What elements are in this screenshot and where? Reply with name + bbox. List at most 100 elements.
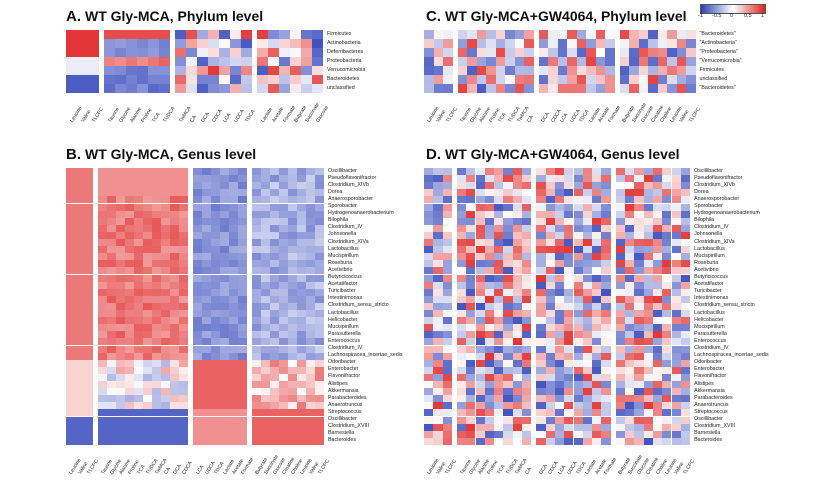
heatmap-cell xyxy=(306,239,315,247)
heatmap-cell xyxy=(159,57,170,66)
heatmap-cell xyxy=(270,388,279,396)
heatmap-cell xyxy=(98,217,107,225)
heatmap-cell xyxy=(125,416,134,424)
row-label: Clostridium_XIVa xyxy=(694,238,735,245)
heatmap-cell xyxy=(288,295,297,303)
heatmap-cell xyxy=(202,239,211,247)
heatmap-cell xyxy=(270,302,279,310)
heatmap-cell xyxy=(98,274,107,282)
heatmap-cell xyxy=(652,175,663,183)
heatmap-cell xyxy=(536,302,546,310)
heatmap-cell xyxy=(107,168,116,176)
heatmap-cell xyxy=(202,345,211,353)
panel-a-title-text: WT Gly-MCA, Phylum level xyxy=(85,8,264,24)
heatmap-cell xyxy=(557,57,567,66)
heatmap-cell xyxy=(522,310,532,318)
heatmap-cell xyxy=(125,345,134,353)
heatmap-cell xyxy=(592,175,602,183)
heatmap-cell xyxy=(152,416,161,424)
heatmap-cell xyxy=(601,423,611,431)
heatmap-cell xyxy=(125,217,134,225)
heatmap-cell xyxy=(595,84,605,93)
heatmap-cell xyxy=(467,84,477,93)
heatmap-cell xyxy=(592,239,602,247)
heatmap-cell xyxy=(261,239,270,247)
heatmap-cell xyxy=(116,231,125,239)
heatmap-cell xyxy=(467,57,477,66)
heatmap-cell xyxy=(75,231,84,239)
heatmap-cell xyxy=(98,381,107,389)
heatmap-cell xyxy=(229,260,238,268)
heatmap-cell xyxy=(238,437,247,445)
heatmap-cell xyxy=(116,345,125,353)
heatmap-cell xyxy=(297,331,306,339)
heatmap-cell xyxy=(564,217,574,225)
heatmap-cell xyxy=(261,189,270,197)
heatmap-cell xyxy=(107,231,116,239)
heatmap-cell xyxy=(315,352,324,360)
heatmap-cell xyxy=(625,317,635,325)
heatmap-cell xyxy=(433,359,443,367)
heatmap-cell xyxy=(486,84,496,93)
heatmap-cell xyxy=(306,253,315,261)
heatmap-cell xyxy=(643,366,653,374)
heatmap-cell xyxy=(615,295,625,303)
heatmap-cell xyxy=(170,324,179,332)
heatmap-cell xyxy=(261,310,270,318)
heatmap-cell xyxy=(573,317,583,325)
row-label: Anaerotruncus xyxy=(694,401,729,408)
heatmap-cell xyxy=(220,381,229,389)
heatmap-cell xyxy=(638,39,648,48)
heatmap-cell xyxy=(442,416,452,424)
heatmap-cell xyxy=(238,246,247,254)
heatmap-cell xyxy=(634,175,644,183)
heatmap-cell xyxy=(536,231,546,239)
heatmap-cell xyxy=(152,168,161,176)
heatmap-cell xyxy=(592,168,602,176)
heatmap-cell xyxy=(648,75,658,84)
heatmap-cell xyxy=(662,402,672,410)
heatmap-cell xyxy=(238,381,247,389)
panel-c-title: C. WT Gly-MCA+GW4064, Phylum level xyxy=(426,8,687,25)
heatmap-cell xyxy=(261,402,270,410)
heatmap-cell xyxy=(75,217,84,225)
heatmap-cell xyxy=(134,281,143,289)
heatmap-cell xyxy=(433,331,443,339)
heatmap-cell xyxy=(279,288,288,296)
row-label: Roseburia xyxy=(328,259,353,266)
heatmap-cell xyxy=(466,345,476,353)
heatmap-cell xyxy=(615,267,625,275)
heatmap-cell xyxy=(193,196,202,204)
heatmap-cell xyxy=(503,402,513,410)
heatmap-cell xyxy=(512,231,522,239)
heatmap-cell xyxy=(662,437,672,445)
heatmap-cell xyxy=(615,324,625,332)
heatmap-cell xyxy=(564,373,574,381)
row-label: Pseudoflavonifractor xyxy=(328,174,377,181)
heatmap-cell xyxy=(662,317,672,325)
heatmap-cell xyxy=(152,381,161,389)
heatmap-cell xyxy=(484,246,495,254)
heatmap-cell xyxy=(306,373,315,381)
heatmap-cell xyxy=(680,395,691,403)
heatmap-cell xyxy=(288,430,297,438)
heatmap-cell xyxy=(662,359,672,367)
heatmap-cell xyxy=(601,274,611,282)
heatmap-cell xyxy=(161,288,170,296)
heatmap-cell xyxy=(315,437,324,445)
heatmap-cell xyxy=(257,48,268,57)
heatmap-cell xyxy=(107,373,116,381)
row-label: "Proteobacteria" xyxy=(699,48,738,55)
heatmap-cell xyxy=(179,196,188,204)
heatmap-cell xyxy=(512,430,522,438)
heatmap-cell xyxy=(229,437,238,445)
heatmap-cell xyxy=(306,402,315,410)
heatmap-cell xyxy=(643,260,653,268)
heatmap-cell xyxy=(643,196,653,204)
heatmap-cell xyxy=(619,48,629,57)
heatmap-cell xyxy=(625,168,635,176)
heatmap-cell xyxy=(457,48,467,57)
heatmap-cell xyxy=(505,75,515,84)
heatmap-cell xyxy=(252,246,261,254)
heatmap-cell xyxy=(66,39,77,48)
